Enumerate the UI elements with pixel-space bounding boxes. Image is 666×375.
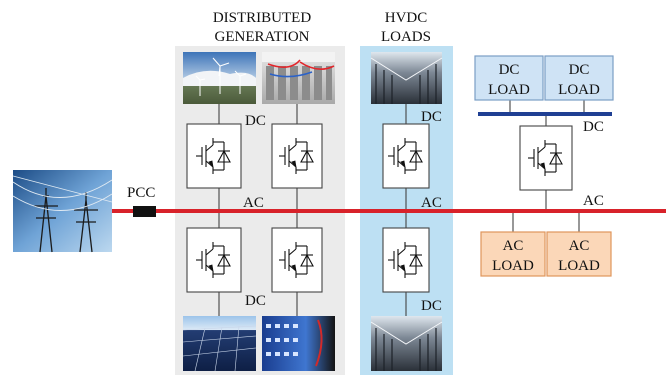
converter-fuel-cell — [271, 227, 323, 293]
ac-load-1-line1: AC — [503, 238, 524, 254]
dc-label-hvdc-bottom: DC — [421, 298, 442, 314]
dc-load-1-line2: LOAD — [488, 82, 530, 98]
ac-label-hvdc: AC — [421, 195, 442, 211]
converter-dc-loads — [519, 125, 573, 191]
pcc-breaker — [133, 206, 156, 217]
datacenter-servers-photo-top — [370, 52, 443, 104]
generation-heading-line2: GENERATION — [215, 29, 310, 45]
ac-load-2-line2: LOAD — [558, 258, 600, 274]
dc-load-2: DC LOAD — [544, 55, 614, 101]
solar-panels-photo — [182, 316, 257, 372]
hvdc-heading-line1: HVDC — [385, 10, 428, 26]
dc-load-2-line2: LOAD — [558, 82, 600, 98]
pcc-label: PCC — [127, 185, 155, 201]
hvdc-heading-line2: LOADS — [381, 29, 431, 45]
ac-load-2-line1: AC — [569, 238, 590, 254]
ac-label-right: AC — [583, 193, 604, 209]
dc-label-generation-bottom: DC — [245, 293, 266, 309]
dc-load-1-line1: DC — [499, 62, 520, 78]
fuel-cell-stack-photo — [262, 316, 335, 371]
converter-hvdc-top — [382, 123, 430, 189]
transmission-towers-photo — [12, 170, 113, 253]
dc-label-dc-bus: DC — [583, 119, 604, 135]
ac-label-generation: AC — [243, 195, 264, 211]
datacenter-servers-photo-bottom — [370, 316, 443, 371]
converter-hvdc-bottom — [382, 227, 430, 293]
dc-label-hvdc-top: DC — [421, 109, 442, 125]
converter-wind — [186, 123, 242, 189]
converter-wiring — [218, 100, 585, 316]
dc-load-1: DC LOAD — [474, 55, 544, 101]
battery-storage-photo — [262, 52, 335, 104]
dc-label-generation-top: DC — [245, 113, 266, 129]
converter-battery — [271, 123, 323, 189]
ac-load-1: AC LOAD — [480, 231, 546, 277]
generation-heading-line1: DISTRIBUTED — [213, 10, 311, 26]
ac-load-1-line2: LOAD — [492, 258, 534, 274]
ac-load-2: AC LOAD — [546, 231, 612, 277]
dc-load-2-line1: DC — [569, 62, 590, 78]
converter-solar — [186, 227, 242, 293]
wind-turbines-photo — [183, 52, 256, 104]
